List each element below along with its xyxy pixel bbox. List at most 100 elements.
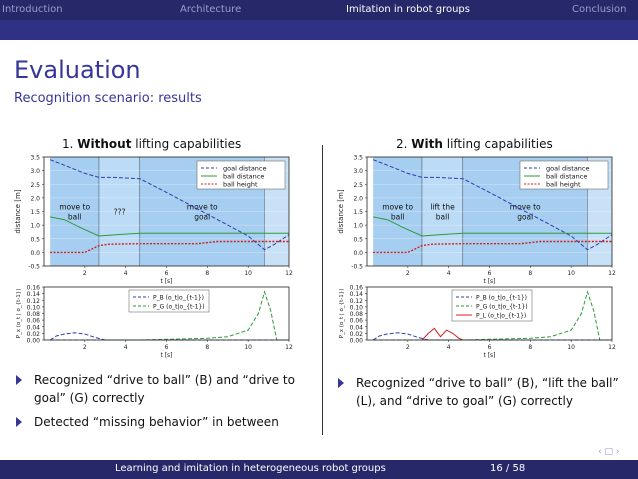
- y-tick-label: 0.5: [30, 236, 40, 243]
- region-label: lift the: [430, 203, 455, 212]
- y-tick-label: 3.0: [30, 168, 40, 175]
- x-tick-label: 4: [447, 344, 451, 351]
- bullet-triangle-icon: [338, 378, 344, 388]
- y-tick-label: 0.14: [350, 291, 364, 298]
- panel-rest: lifting capabilities: [135, 137, 242, 151]
- legend-box: [196, 160, 286, 190]
- series-line-pb: [372, 332, 612, 341]
- y-tick-label: 0.04: [350, 324, 364, 331]
- nav-imitation-in-robot-groups[interactable]: Imitation in robot groups: [346, 4, 470, 15]
- x-axis-label: t [s]: [160, 278, 172, 285]
- plot-area: [44, 157, 289, 266]
- region-label: goal: [517, 213, 533, 222]
- y-tick-label: 0.10: [27, 304, 41, 311]
- x-tick-label: 2: [83, 344, 87, 351]
- x-axis-label: t [s]: [160, 352, 172, 359]
- nav-left-arrow-icon[interactable]: ‹: [598, 447, 602, 457]
- series-line-ball: [50, 216, 289, 237]
- x-tick-label: 6: [488, 344, 492, 351]
- panel-number: 2.: [396, 137, 408, 151]
- x-tick-label: 2: [406, 270, 410, 277]
- bullet-triangle-icon: [16, 417, 22, 427]
- plot-area: [44, 287, 289, 340]
- x-axis-label: t [s]: [483, 352, 495, 359]
- y-tick-label: 3.5: [30, 155, 40, 162]
- x-tick-label: 8: [528, 344, 532, 351]
- nav-architecture[interactable]: Architecture: [180, 4, 242, 15]
- x-tick-label: 6: [488, 270, 492, 277]
- y-tick-label: 0.08: [350, 311, 364, 318]
- panel-bold-word: With: [411, 137, 443, 151]
- x-tick-label: 2: [406, 344, 410, 351]
- slide-title: Evaluation: [14, 56, 141, 84]
- legend-label: P_B (o_t|o_{t-1}): [476, 294, 527, 301]
- panel-title-without: 1. Without lifting capabilities: [62, 137, 241, 151]
- y-tick-label: -0.5: [28, 264, 40, 271]
- plot-frame: [43, 156, 290, 267]
- series-line-goal: [49, 159, 290, 251]
- legend-label: goal distance: [546, 164, 590, 172]
- frame-icon[interactable]: □: [604, 447, 613, 457]
- region-label: ball: [68, 213, 82, 222]
- y-tick-label: 0.5: [353, 236, 363, 243]
- x-tick-label: 6: [165, 344, 169, 351]
- panel-title-with: 2. With lifting capabilities: [396, 137, 553, 151]
- top-navigation-bar: [0, 0, 638, 20]
- legend-label: ball distance: [223, 172, 264, 180]
- x-tick-label: 8: [205, 270, 209, 277]
- behavior-region: [462, 157, 588, 266]
- y-axis-label: P_x (o_t | o_{t-1}): [339, 289, 345, 339]
- y-tick-label: 0.00: [350, 338, 364, 345]
- region-label: ???: [114, 208, 126, 217]
- x-tick-label: 12: [608, 270, 616, 277]
- behavior-region: [373, 157, 423, 266]
- bullet-text: Recognized “drive to ball” (B) and “driv…: [34, 373, 295, 405]
- y-tick-label: 0.00: [27, 338, 41, 345]
- region-label: move to: [382, 203, 413, 212]
- y-tick-label: 2.5: [353, 182, 363, 189]
- behavior-region: [422, 157, 463, 266]
- x-tick-label: 12: [285, 344, 293, 351]
- bullet-item: Recognized “drive to ball” (B) and “driv…: [12, 371, 312, 407]
- region-label: move to: [187, 203, 218, 212]
- series-line-ball: [373, 216, 612, 237]
- series-line-goal: [372, 159, 613, 251]
- y-tick-label: 2.0: [353, 195, 363, 202]
- x-tick-label: 6: [165, 270, 169, 277]
- bullet-item: Detected “missing behavior” in between: [12, 413, 312, 431]
- y-tick-label: 3.0: [353, 168, 363, 175]
- footer-title: Learning and imitation in heterogeneous …: [115, 463, 386, 474]
- header-band: [0, 20, 638, 40]
- plot-frame: [366, 156, 613, 267]
- x-tick-label: 4: [447, 270, 451, 277]
- nav-conclusion[interactable]: Conclusion: [572, 4, 627, 15]
- series-line-pg: [373, 290, 612, 341]
- y-tick-label: 1.0: [30, 223, 40, 230]
- x-tick-label: 4: [124, 270, 128, 277]
- slide-subtitle: Recognition scenario: results: [14, 91, 202, 106]
- region-tail: [264, 157, 289, 266]
- y-tick-label: 3.5: [353, 155, 363, 162]
- plot-frame: [366, 286, 613, 341]
- legend-label: P_B (o_t|o_{t-1}): [153, 294, 204, 301]
- plot-area: [367, 287, 612, 340]
- x-tick-label: 8: [528, 270, 532, 277]
- y-tick-label: 0.06: [350, 318, 364, 325]
- y-tick-label: 1.5: [30, 209, 40, 216]
- slide-navigation-controls[interactable]: ‹ □ ›: [598, 447, 619, 457]
- behavior-region: [99, 157, 140, 266]
- y-tick-label: 0.14: [27, 291, 41, 298]
- x-tick-label: 10: [244, 270, 252, 277]
- x-tick-label: 12: [285, 270, 293, 277]
- legend-label: ball height: [223, 180, 258, 188]
- y-tick-label: 0.02: [27, 331, 41, 338]
- x-tick-label: 2: [83, 270, 87, 277]
- x-tick-label: 8: [205, 344, 209, 351]
- legend-label: P_G (o_t|o_{t-1}): [153, 303, 205, 310]
- nav-introduction[interactable]: Introduction: [2, 4, 63, 15]
- region-label: move to: [510, 203, 541, 212]
- legend-label: ball height: [546, 180, 581, 188]
- y-axis-label: distance [m]: [14, 189, 22, 233]
- nav-right-arrow-icon[interactable]: ›: [615, 447, 620, 457]
- y-tick-label: 0.04: [27, 324, 41, 331]
